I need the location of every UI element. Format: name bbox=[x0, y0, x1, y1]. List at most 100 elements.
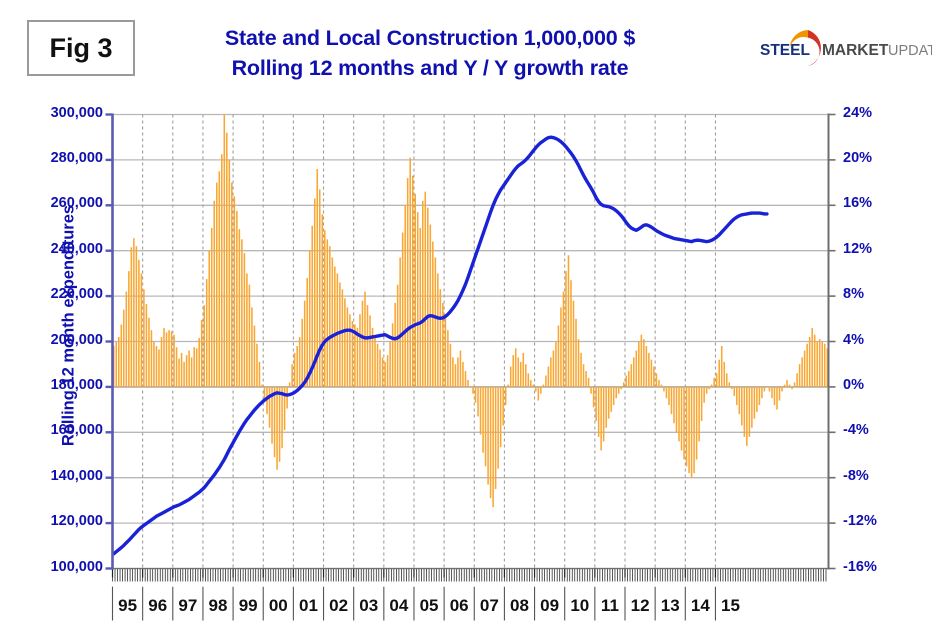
right-axis-tick-label: 8% bbox=[843, 286, 864, 303]
growth-bar bbox=[821, 341, 823, 387]
growth-bar bbox=[550, 357, 552, 387]
growth-bar bbox=[411, 175, 414, 387]
growth-bar bbox=[633, 357, 635, 387]
growth-bar bbox=[648, 352, 650, 387]
right-axis-tick-label: -12% bbox=[843, 513, 877, 530]
growth-bar bbox=[226, 132, 228, 387]
growth-bar bbox=[369, 315, 371, 387]
x-axis-year-label: 13 bbox=[660, 596, 680, 615]
growth-bar bbox=[796, 373, 798, 387]
growth-bar bbox=[718, 359, 720, 387]
growth-bar bbox=[530, 380, 532, 387]
growth-bar bbox=[675, 386, 678, 433]
growth-bar bbox=[278, 386, 281, 462]
growth-bar bbox=[605, 386, 607, 428]
growth-bar bbox=[650, 359, 653, 387]
growth-bar bbox=[504, 386, 507, 406]
growth-bar bbox=[185, 355, 188, 387]
growth-bar bbox=[346, 307, 349, 387]
growth-bar bbox=[703, 386, 705, 403]
growth-bar bbox=[203, 305, 205, 387]
growth-bar bbox=[776, 386, 778, 410]
growth-bar bbox=[627, 371, 630, 387]
x-axis-year-label: 14 bbox=[690, 596, 710, 615]
steel-market-update-logo: STEEL MARKET UPDATE bbox=[756, 22, 932, 74]
growth-bar bbox=[391, 323, 394, 387]
growth-bar bbox=[138, 259, 140, 387]
growth-bar bbox=[266, 386, 268, 415]
growth-bar bbox=[394, 302, 396, 387]
figure-number-box: Fig 3 bbox=[27, 20, 135, 76]
growth-bar bbox=[708, 386, 710, 390]
growth-bar bbox=[698, 386, 700, 442]
growth-bar bbox=[645, 346, 648, 387]
growth-bar bbox=[452, 357, 454, 387]
x-axis-year-label: 05 bbox=[419, 596, 439, 615]
growth-bar bbox=[175, 347, 178, 387]
growth-bar bbox=[218, 171, 221, 387]
growth-bar bbox=[602, 386, 605, 442]
growth-bar bbox=[542, 384, 545, 387]
growth-bar bbox=[695, 386, 698, 460]
growth-bar bbox=[376, 343, 379, 387]
growth-bar bbox=[180, 352, 183, 387]
growth-bar bbox=[271, 386, 273, 444]
growth-bar bbox=[678, 386, 680, 442]
growth-bar bbox=[685, 386, 688, 467]
growth-bar bbox=[344, 298, 346, 387]
left-axis-tick-label: 300,000 bbox=[50, 104, 103, 121]
growth-bar bbox=[826, 348, 829, 387]
growth-bar bbox=[133, 238, 135, 387]
chart-title-line-2: Rolling 12 months and Y / Y growth rate bbox=[231, 56, 629, 80]
growth-bar bbox=[587, 377, 590, 387]
growth-bar bbox=[482, 386, 484, 453]
growth-bar bbox=[208, 250, 211, 387]
growth-bar bbox=[535, 386, 537, 392]
growth-bar bbox=[356, 327, 359, 387]
growth-bar bbox=[715, 373, 718, 387]
left-axis-tick-label: 100,000 bbox=[50, 558, 103, 575]
growth-bar bbox=[560, 307, 562, 387]
growth-bar bbox=[386, 355, 389, 387]
x-axis-year-label: 10 bbox=[570, 596, 590, 615]
growth-bar bbox=[524, 364, 527, 387]
left-axis-tick-label: 120,000 bbox=[50, 513, 103, 530]
growth-bar bbox=[746, 386, 748, 446]
growth-bar bbox=[532, 384, 535, 387]
growth-bar bbox=[371, 327, 374, 387]
growth-bar bbox=[374, 336, 376, 387]
growth-bar bbox=[575, 318, 577, 387]
growth-bar bbox=[115, 341, 118, 387]
growth-bar bbox=[256, 343, 258, 387]
growth-bar bbox=[462, 361, 464, 387]
growth-bar bbox=[768, 386, 771, 392]
expenditures-line bbox=[112, 135, 769, 556]
x-axis-year-label: 99 bbox=[238, 596, 258, 615]
growth-bar bbox=[725, 373, 728, 387]
growth-bar bbox=[349, 314, 351, 387]
growth-bar bbox=[507, 384, 509, 387]
growth-bar bbox=[469, 386, 472, 388]
growth-bar bbox=[334, 266, 336, 387]
growth-bar bbox=[153, 341, 155, 387]
growth-bar bbox=[688, 386, 690, 474]
growth-bar bbox=[690, 386, 693, 478]
x-axis-year-label: 15 bbox=[721, 596, 740, 615]
growth-bar bbox=[630, 364, 633, 387]
growth-bar bbox=[409, 157, 411, 387]
growth-bar bbox=[288, 382, 291, 387]
growth-bar bbox=[502, 386, 504, 426]
growth-bar bbox=[354, 324, 356, 387]
growth-bar bbox=[763, 386, 766, 392]
growth-bar bbox=[143, 289, 145, 387]
growth-bar bbox=[351, 321, 354, 387]
x-axis-year-label: 07 bbox=[479, 596, 499, 615]
growth-bar bbox=[399, 257, 401, 387]
growth-bar bbox=[766, 386, 768, 388]
growth-bar bbox=[135, 246, 138, 387]
growth-bar bbox=[424, 191, 427, 387]
x-axis-year-label: 01 bbox=[298, 596, 318, 615]
x-axis-year-label: 97 bbox=[178, 596, 198, 615]
logo-crescent-icon bbox=[789, 30, 821, 66]
growth-bar bbox=[522, 352, 525, 387]
